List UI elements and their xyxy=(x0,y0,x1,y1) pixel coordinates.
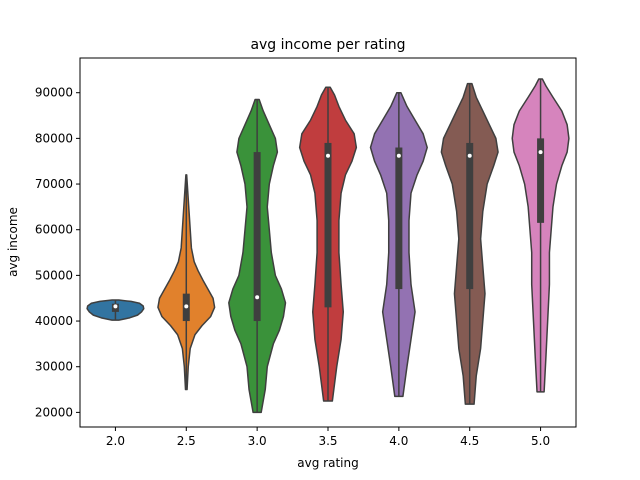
y-axis: 20000 30000 40000 50000 60000 70000 80000 90000 xyxy=(35,86,80,419)
x-axis-label: avg rating xyxy=(297,456,358,470)
violin-median-4.5 xyxy=(467,153,472,158)
violin-iqr-box-3.5 xyxy=(324,142,332,308)
violin-group xyxy=(86,78,570,414)
y-tick-label: 60000 xyxy=(35,223,73,237)
x-axis: 2.0 2.5 3.0 3.5 4.0 4.5 5.0 xyxy=(106,427,550,448)
x-tick-label: 5.0 xyxy=(531,434,550,448)
x-tick-label: 4.0 xyxy=(389,434,408,448)
violin-iqr-box-5.0 xyxy=(537,138,545,223)
y-tick-label: 20000 xyxy=(35,405,73,419)
y-tick-label: 50000 xyxy=(35,268,73,282)
violin-iqr-box-4.5 xyxy=(466,142,474,290)
chart-title: avg income per rating xyxy=(250,37,405,53)
violin-median-5.0 xyxy=(538,150,543,155)
violin-median-3.0 xyxy=(255,295,260,300)
violin-median-4.0 xyxy=(396,153,401,158)
violin-median-3.5 xyxy=(326,153,330,158)
x-tick-label: 2.0 xyxy=(106,434,125,448)
y-axis-label: avg income xyxy=(6,207,20,277)
y-tick-label: 90000 xyxy=(35,86,73,100)
x-tick-label: 2.5 xyxy=(177,434,196,448)
y-tick-label: 80000 xyxy=(35,131,73,145)
violin-median-2.0 xyxy=(113,304,118,309)
violin-iqr-box-3.0 xyxy=(253,152,261,322)
y-tick-label: 30000 xyxy=(35,360,73,374)
y-tick-label: 40000 xyxy=(35,314,73,328)
violin-median-2.5 xyxy=(184,304,189,309)
y-tick-label: 70000 xyxy=(35,177,73,191)
x-tick-label: 3.5 xyxy=(318,434,337,448)
x-tick-label: 4.5 xyxy=(460,434,479,448)
x-tick-label: 3.0 xyxy=(248,434,267,448)
violin-iqr-box-4.0 xyxy=(395,147,403,290)
